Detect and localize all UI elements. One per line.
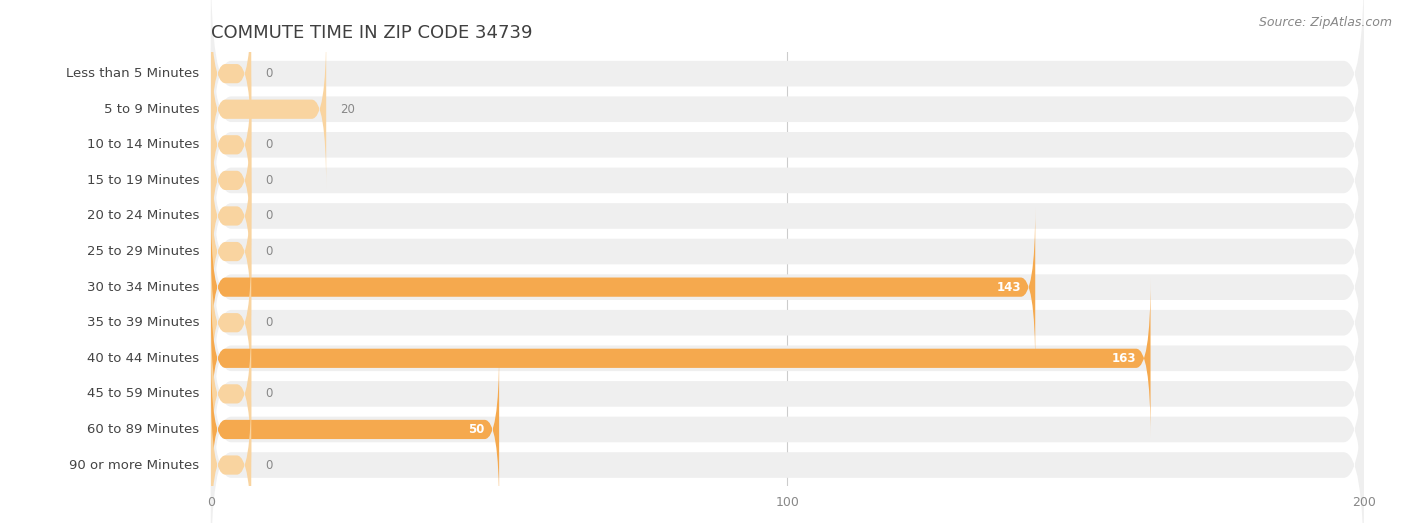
FancyBboxPatch shape [211, 0, 252, 153]
FancyBboxPatch shape [211, 101, 252, 260]
Text: 0: 0 [266, 459, 273, 472]
Text: 50: 50 [468, 423, 485, 436]
Text: 30 to 34 Minutes: 30 to 34 Minutes [87, 281, 200, 293]
FancyBboxPatch shape [211, 282, 1364, 506]
FancyBboxPatch shape [211, 172, 252, 331]
FancyBboxPatch shape [211, 314, 252, 473]
FancyBboxPatch shape [211, 208, 1035, 367]
FancyBboxPatch shape [211, 246, 1364, 470]
Text: 0: 0 [266, 210, 273, 222]
Text: 20 to 24 Minutes: 20 to 24 Minutes [87, 210, 200, 222]
Text: 0: 0 [266, 174, 273, 187]
Text: 163: 163 [1112, 352, 1136, 365]
FancyBboxPatch shape [211, 33, 1364, 257]
Text: 90 or more Minutes: 90 or more Minutes [69, 459, 200, 472]
Text: 20: 20 [340, 103, 356, 116]
FancyBboxPatch shape [211, 354, 1364, 523]
Text: 0: 0 [266, 245, 273, 258]
Text: 15 to 19 Minutes: 15 to 19 Minutes [87, 174, 200, 187]
FancyBboxPatch shape [211, 140, 1364, 363]
Text: 0: 0 [266, 138, 273, 151]
Text: 60 to 89 Minutes: 60 to 89 Minutes [87, 423, 200, 436]
Text: 0: 0 [266, 316, 273, 329]
Text: 0: 0 [266, 388, 273, 401]
FancyBboxPatch shape [211, 175, 1364, 399]
FancyBboxPatch shape [211, 137, 252, 295]
Text: 143: 143 [997, 281, 1021, 293]
FancyBboxPatch shape [211, 65, 252, 224]
Text: 45 to 59 Minutes: 45 to 59 Minutes [87, 388, 200, 401]
FancyBboxPatch shape [211, 30, 326, 189]
FancyBboxPatch shape [211, 69, 1364, 292]
Text: 25 to 29 Minutes: 25 to 29 Minutes [87, 245, 200, 258]
FancyBboxPatch shape [211, 0, 1364, 221]
FancyBboxPatch shape [211, 350, 499, 509]
FancyBboxPatch shape [211, 279, 1150, 438]
Text: 10 to 14 Minutes: 10 to 14 Minutes [87, 138, 200, 151]
FancyBboxPatch shape [211, 0, 1364, 185]
FancyBboxPatch shape [211, 211, 1364, 435]
FancyBboxPatch shape [211, 385, 252, 523]
Text: 0: 0 [266, 67, 273, 80]
FancyBboxPatch shape [211, 104, 1364, 328]
Text: 35 to 39 Minutes: 35 to 39 Minutes [87, 316, 200, 329]
Text: 5 to 9 Minutes: 5 to 9 Minutes [104, 103, 200, 116]
FancyBboxPatch shape [211, 243, 252, 402]
Text: COMMUTE TIME IN ZIP CODE 34739: COMMUTE TIME IN ZIP CODE 34739 [211, 25, 533, 42]
FancyBboxPatch shape [211, 318, 1364, 523]
Text: Source: ZipAtlas.com: Source: ZipAtlas.com [1258, 16, 1392, 29]
Text: Less than 5 Minutes: Less than 5 Minutes [66, 67, 200, 80]
Text: 40 to 44 Minutes: 40 to 44 Minutes [87, 352, 200, 365]
